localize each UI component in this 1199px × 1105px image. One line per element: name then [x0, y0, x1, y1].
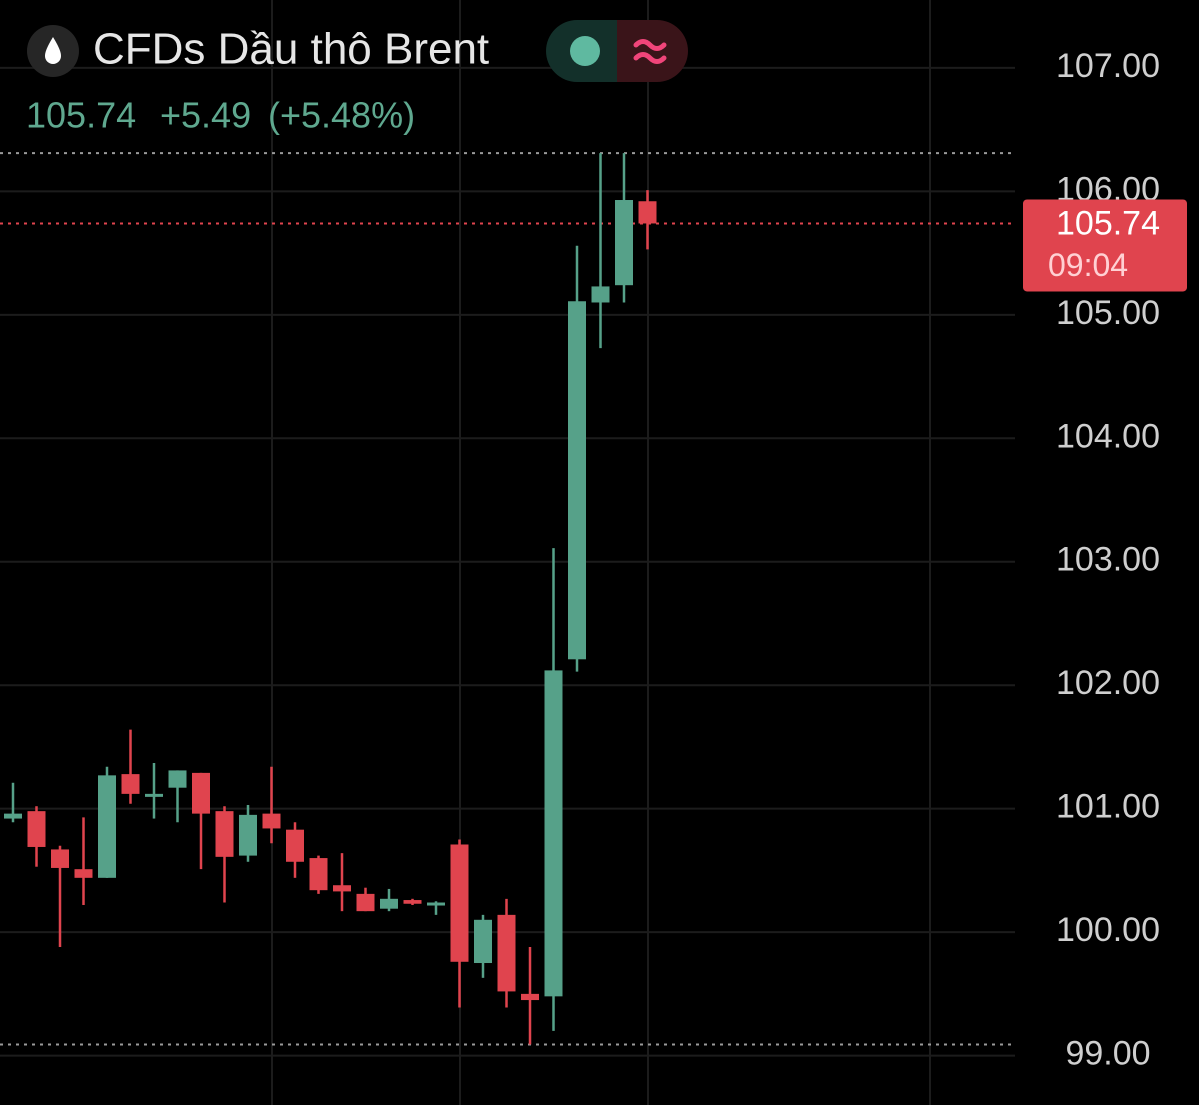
- candle-body: [450, 844, 469, 962]
- drop-icon: [45, 37, 61, 64]
- candle-body: [98, 775, 116, 878]
- y-tick-label: 104.00: [1056, 417, 1160, 455]
- candle-body: [638, 201, 657, 224]
- candle-body: [262, 813, 281, 829]
- candle-body: [145, 793, 163, 797]
- candle-body: [521, 993, 539, 1001]
- candle-body: [309, 858, 328, 891]
- change: +5.49: [160, 95, 251, 136]
- chart-title: CFDs Dầu thô Brent: [93, 25, 489, 74]
- y-tick-label: 102.00: [1056, 664, 1160, 702]
- market-open-dot: [570, 36, 600, 66]
- plot: [0, 66, 1015, 1057]
- candle-body: [121, 774, 140, 794]
- candle-body: [74, 869, 93, 878]
- y-tick-label: 107.00: [1056, 47, 1160, 85]
- candle-body: [497, 914, 516, 992]
- candle-body: [27, 811, 46, 847]
- candle-body: [286, 829, 304, 862]
- y-tick-label: 99.00: [1065, 1035, 1150, 1073]
- candle-body: [403, 900, 422, 904]
- candle-body: [356, 893, 375, 912]
- y-tick-label: 103.00: [1056, 541, 1160, 579]
- y-tick-label: 105.00: [1056, 294, 1160, 332]
- candle-body: [427, 902, 445, 906]
- candle-body: [192, 772, 210, 814]
- vertical-grid: [271, 0, 931, 1105]
- candle-body: [333, 885, 351, 892]
- candle-body: [168, 770, 187, 788]
- candle-body: [4, 813, 22, 819]
- candle-body: [239, 814, 257, 856]
- candle-body: [215, 811, 234, 857]
- candle-body: [380, 898, 398, 909]
- change-percent: (+5.48%): [268, 95, 415, 136]
- price-badge-value: 105.74: [1056, 204, 1160, 242]
- candle-body: [544, 670, 563, 997]
- candle-body: [615, 200, 633, 286]
- y-tick-label: 100.00: [1056, 911, 1160, 949]
- candle-body: [474, 919, 492, 964]
- price-badge: [1023, 199, 1187, 292]
- candle-body: [568, 301, 586, 660]
- approx-icon: [633, 39, 667, 64]
- y-tick-label: 101.00: [1056, 788, 1160, 826]
- price-badge-time: 09:04: [1048, 247, 1128, 283]
- candle-body: [51, 849, 69, 868]
- last-price: 105.74: [26, 95, 136, 136]
- candle-body: [591, 286, 610, 303]
- status-pill[interactable]: [546, 20, 688, 82]
- y-axis: 99.00 100.00 101.00 102.00 103.00 104.00 105.0…: [1023, 47, 1187, 1073]
- pill-right: [617, 20, 688, 82]
